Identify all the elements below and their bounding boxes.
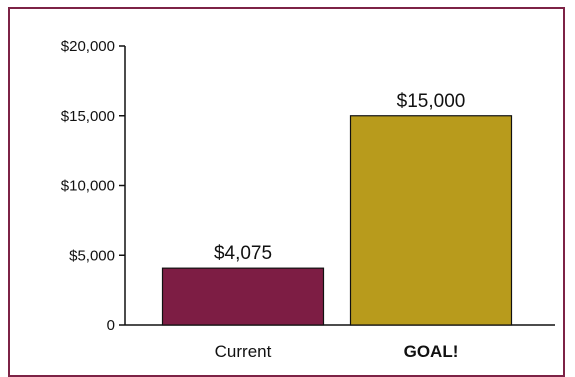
y-tick-label: $15,000 [61, 108, 115, 125]
y-tick-label: 0 [107, 317, 115, 334]
data-label: $4,075 [214, 243, 272, 264]
category-label: GOAL! [404, 342, 459, 361]
bar-current [161, 267, 325, 326]
bar-goal [349, 115, 513, 326]
y-tick-label: $20,000 [61, 38, 115, 55]
y-tick-label: $5,000 [69, 247, 115, 264]
category-label: Current [215, 342, 272, 361]
data-label: $15,000 [397, 91, 466, 112]
y-tick-label: $10,000 [61, 178, 115, 195]
bar-chart: 0 $5,000 $10,000 $15,000 $20,000 $4,075 Curren… [61, 38, 555, 361]
